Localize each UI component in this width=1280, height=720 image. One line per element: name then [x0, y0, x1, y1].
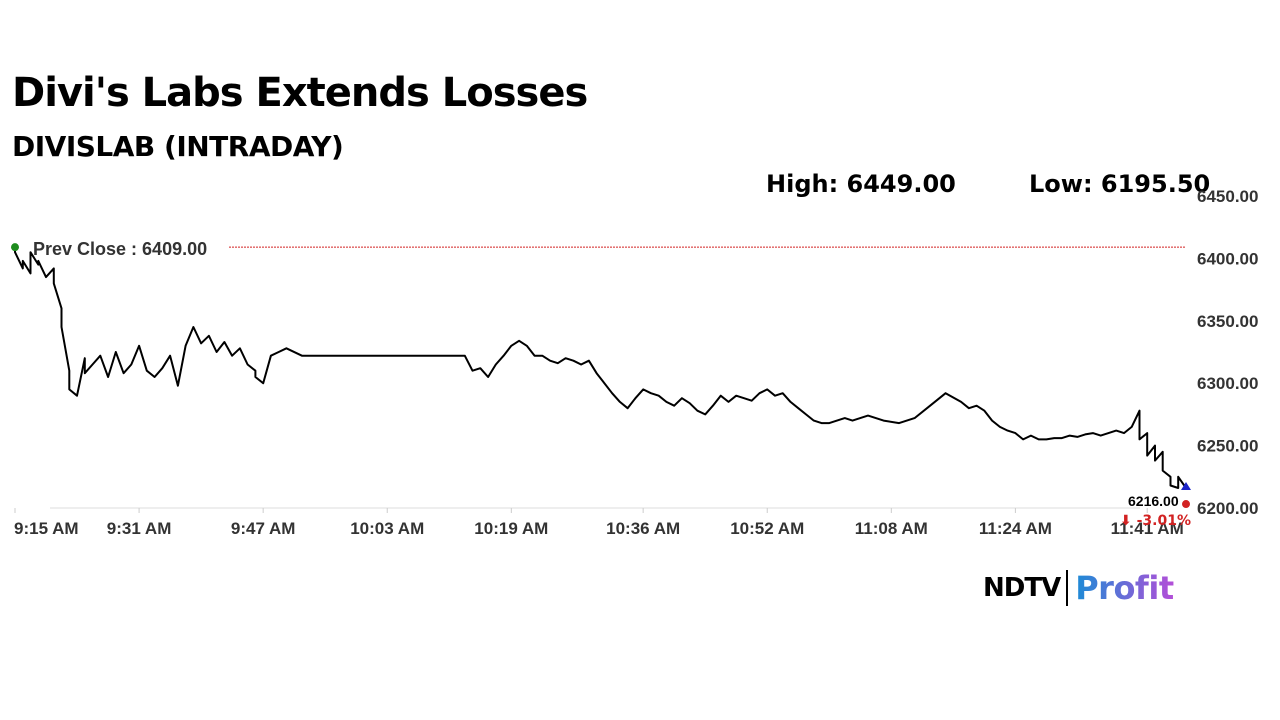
x-tick-label: 9:47 AM: [231, 519, 296, 538]
x-tick-label: 10:19 AM: [474, 519, 548, 538]
x-tick-label: 11:41 AM: [1111, 519, 1184, 538]
chart-title: Divi's Labs Extends Losses: [12, 70, 588, 116]
x-tick-label: 9:31 AM: [107, 519, 172, 538]
x-tick-label: 11:24 AM: [979, 519, 1052, 538]
y-tick-label: 6450.00: [1197, 187, 1258, 206]
x-tick-label: 10:36 AM: [606, 519, 680, 538]
x-tick-label: 10:52 AM: [730, 519, 804, 538]
y-tick-label: 6200.00: [1197, 499, 1258, 518]
price-line: [14, 247, 1187, 489]
last-price-marker: [1181, 482, 1191, 491]
day-high-label: High: 6449.00: [766, 170, 956, 198]
day-low-label: Low: 6195.50: [1029, 170, 1211, 198]
change-dot: [1182, 500, 1190, 509]
y-tick-label: 6250.00: [1197, 437, 1258, 456]
ndtv-profit-logo: NDTV Profit: [983, 567, 1174, 609]
x-tick-label: 9:15 AM: [14, 519, 79, 538]
chart-subtitle: DIVISLAB (INTRADAY): [12, 130, 344, 163]
change-percent-label: ⬇ -3.01%: [1120, 513, 1191, 529]
last-price-label: 6216.00: [1128, 493, 1179, 509]
y-tick-label: 6400.00: [1197, 249, 1258, 268]
start-marker: [11, 243, 19, 252]
x-tick-label: 11:08 AM: [855, 519, 928, 538]
logo-divider: [1066, 570, 1069, 606]
y-tick-label: 6300.00: [1197, 374, 1258, 393]
y-tick-label: 6350.00: [1197, 312, 1258, 331]
ndtv-wordmark: NDTV: [983, 573, 1061, 603]
prev-close-label: Prev Close : 6409.00: [33, 239, 207, 259]
x-tick-label: 10:03 AM: [350, 519, 424, 538]
profit-wordmark: Profit: [1075, 569, 1174, 607]
